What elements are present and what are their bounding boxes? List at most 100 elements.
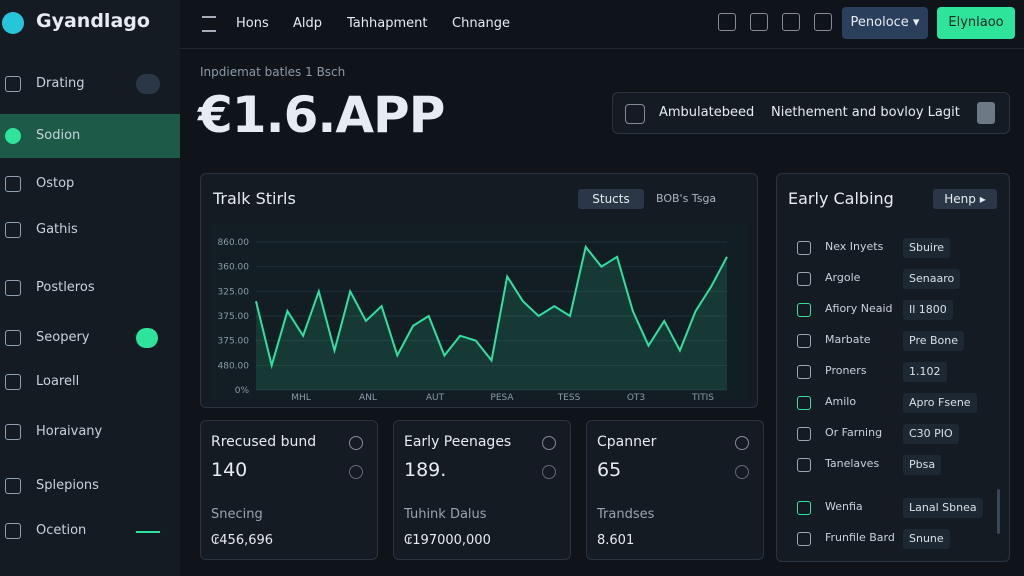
stat-card: Early Peenages 189. Tuhink Dalus ₢197000,00… <box>393 420 571 560</box>
nav-item[interactable]: Seopery <box>0 318 180 358</box>
y-tick-label: 480.00 <box>218 361 250 371</box>
card-title: Cpanner <box>597 434 657 450</box>
x-tick-label: PESA <box>490 393 514 400</box>
nav-item[interactable]: Drating <box>0 64 180 104</box>
info-text: Niethement and bovloy Lagit <box>771 105 960 120</box>
nav-icon <box>5 76 21 92</box>
chart: 0% 480.00 375.00 375.00 325.00 360.00 860.00 MH… <box>211 224 747 400</box>
nav-label: Splepions <box>36 478 99 493</box>
icon <box>625 104 645 124</box>
side-panel: Early Calbing Henp ▸ Nex Inyets Sbuire Arg… <box>776 173 1010 562</box>
row-label: Nex Inyets <box>825 240 884 253</box>
nav-item[interactable]: Gathis <box>0 210 180 250</box>
card-label: Snecing <box>211 507 263 522</box>
topbar: Hons Aldp Tahhapment Chnange Penoloce ▾ Ely… <box>180 0 1024 49</box>
y-tick-label: 0% <box>235 386 250 396</box>
row-field[interactable]: Senaaro <box>903 269 961 289</box>
nav-label: Ostop <box>36 176 75 191</box>
nav-label: Postleros <box>36 280 95 295</box>
area <box>256 246 727 390</box>
nav-icon <box>5 374 21 390</box>
chart-panel: Tralk Stirls Stucts BOB's Tsga 0% 480.00 3… <box>200 173 758 408</box>
scrollbar[interactable] <box>997 489 1000 534</box>
icon-button[interactable] <box>782 13 800 31</box>
y-tick-label: 860.00 <box>218 238 250 248</box>
menu-icon[interactable] <box>202 16 216 32</box>
panel-button[interactable]: Henp ▸ <box>933 189 997 209</box>
row-field[interactable]: Apro Fsene <box>903 393 977 413</box>
row-label: Or Farning <box>825 426 883 439</box>
row-field[interactable]: Snune <box>903 529 950 549</box>
nav-item[interactable]: Sodion <box>0 114 180 158</box>
x-tick-label: AUT <box>426 393 445 400</box>
row-label: Marbate <box>825 333 871 346</box>
nav-item[interactable]: Horaivany <box>0 412 180 452</box>
icon-button[interactable] <box>718 13 736 31</box>
row-field[interactable]: 1.102 <box>903 362 947 382</box>
primary-button[interactable]: Penoloce ▾ <box>842 7 928 39</box>
nav-link[interactable]: Chnange <box>452 16 511 31</box>
row-label: Wenfia <box>825 500 863 513</box>
nav-icon <box>5 176 21 192</box>
info-box: Ambulatebeed Niethement and bovloy Lagit <box>612 92 1010 134</box>
row-label: Amilo <box>825 395 857 408</box>
nav-link[interactable]: Tahhapment <box>347 16 428 31</box>
sidebar: Gyandlago Drating Sodion Ostop Gathis Postle… <box>0 0 180 576</box>
row-icon <box>797 427 811 441</box>
nav-item[interactable]: Postleros <box>0 268 180 308</box>
nav-icon <box>5 523 21 539</box>
nav-label: Ocetion <box>36 523 87 538</box>
row-field[interactable]: Pbsa <box>903 455 942 475</box>
nav-icon <box>5 478 21 494</box>
card-value: 140 <box>211 459 248 481</box>
row-field[interactable]: Sbuire <box>903 238 951 258</box>
row-icon <box>797 458 811 472</box>
nav-item[interactable]: Ocetion <box>0 511 180 551</box>
row-icon <box>797 501 811 515</box>
card-subvalue: 8.601 <box>597 533 635 548</box>
row-icon <box>797 241 811 255</box>
row-label: Tanelaves <box>825 457 880 470</box>
chart-title: Tralk Stirls <box>213 189 296 208</box>
y-tick-label: 360.00 <box>218 263 250 273</box>
nav-label: Gathis <box>36 222 78 237</box>
row-field[interactable]: Il 1800 <box>903 300 953 320</box>
icon <box>977 102 995 124</box>
row-label: Proners <box>825 364 867 377</box>
row-field[interactable]: Pre Bone <box>903 331 965 351</box>
card-icon <box>735 465 749 479</box>
row-field[interactable]: Lanal Sbnea <box>903 498 983 518</box>
nav-item[interactable]: Splepions <box>0 466 180 506</box>
y-tick-label: 325.00 <box>218 287 250 297</box>
nav-icon <box>5 424 21 440</box>
card-icon <box>349 465 363 479</box>
card-label: Tuhink Dalus <box>404 507 487 522</box>
badge <box>136 74 160 94</box>
chart-control[interactable]: Stucts <box>578 189 644 209</box>
card-icon <box>542 436 556 450</box>
icon-button[interactable] <box>814 13 832 31</box>
nav-icon <box>5 128 21 144</box>
card-icon <box>349 436 363 450</box>
nav-link[interactable]: Aldp <box>293 16 323 31</box>
nav-icon <box>5 330 21 346</box>
logo <box>2 12 24 34</box>
row-field[interactable]: C30 PIO <box>903 424 959 444</box>
nav-item[interactable]: Ostop <box>0 164 180 204</box>
x-tick-label: TITIS <box>691 393 714 400</box>
button-label: Penoloce <box>850 15 909 30</box>
y-tick-label: 375.00 <box>218 312 250 322</box>
icon-button[interactable] <box>750 13 768 31</box>
nav-item[interactable]: Loarell <box>0 362 180 402</box>
stat-card: Rrecused bund 140 Snecing ₢456,696 <box>200 420 378 560</box>
secondary-button[interactable]: Elynlaoo <box>937 7 1015 39</box>
card-title: Early Peenages <box>404 434 512 450</box>
nav-link[interactable]: Hons <box>236 16 269 31</box>
nav-label: Sodion <box>36 128 81 143</box>
nav-label: Horaivany <box>36 424 103 439</box>
nav-icon <box>5 222 21 238</box>
row-label: Afiory Neaid <box>825 302 893 315</box>
chart-control[interactable]: BOB's Tsga <box>656 192 717 205</box>
line <box>255 244 728 370</box>
